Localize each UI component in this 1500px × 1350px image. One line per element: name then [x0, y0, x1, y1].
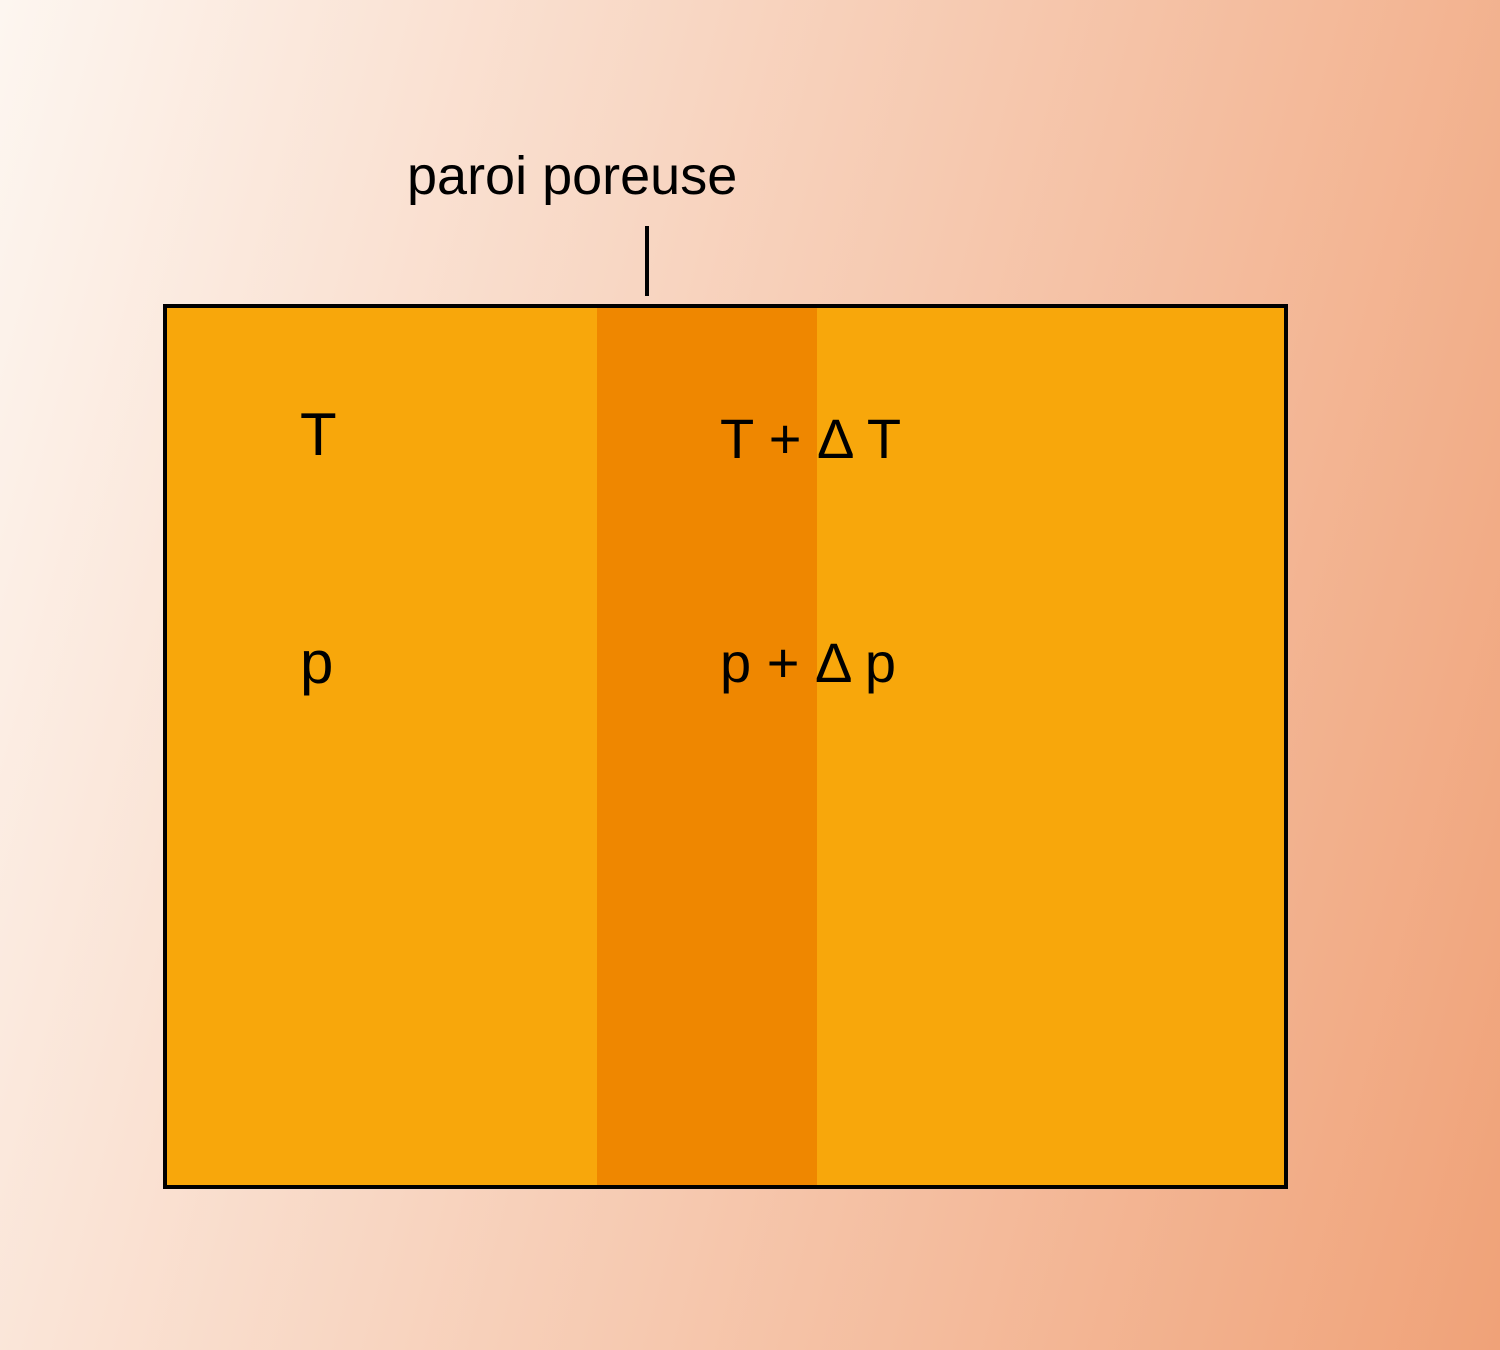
- right-pressure-label: p + Δ p: [720, 630, 896, 695]
- left-pressure-label: p: [300, 628, 333, 697]
- left-temperature-label: T: [300, 400, 337, 469]
- right-temperature-label: T + Δ T: [720, 406, 901, 471]
- diagram-title: paroi poreuse: [407, 145, 737, 207]
- title-pointer-tick: [645, 226, 649, 296]
